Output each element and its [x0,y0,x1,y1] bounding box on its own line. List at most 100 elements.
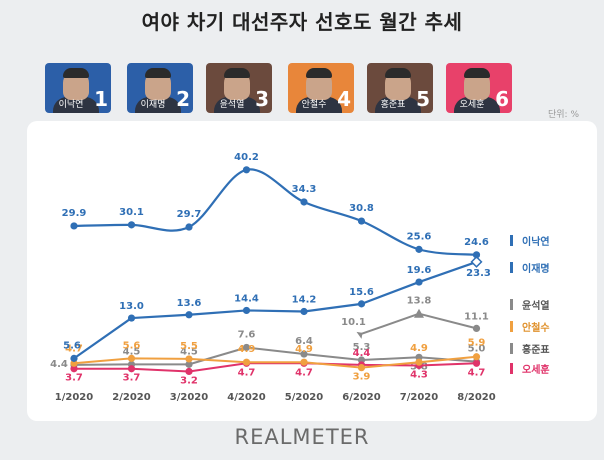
data-label-이낙연: 40.2 [234,152,259,163]
hair-icon [63,68,89,78]
data-label-홍준표: 4.5 [180,346,198,357]
data-label-안철수: 5.5 [180,341,198,352]
series-point-이재명 [242,306,251,315]
data-label-이재명: 13.0 [119,301,144,312]
legend-label: 오세훈 [522,363,550,376]
series-point-홍준표 [300,350,308,358]
data-label-이재명: 13.6 [177,298,202,309]
series-point-홍준표 [185,360,193,368]
data-label-이재명: 19.6 [407,265,432,276]
data-label-안철수: 4.9 [410,343,428,354]
series-point-이낙연 [127,221,136,229]
data-label-오세훈: 4.7 [295,367,313,378]
series-point-이낙연 [70,222,78,230]
x-tick-label: 1/2020 [55,392,93,403]
candidate-number: 3 [255,87,269,111]
candidate-name: 이재명 [140,100,166,110]
series-point-오세훈 [185,367,193,376]
portrait-icon [375,97,421,113]
legend-label: 윤석열 [522,299,550,312]
candidate-name: 홍준표 [380,100,406,110]
data-label-이낙연: 34.3 [292,184,317,195]
x-tick-label: 7/2020 [400,392,438,403]
series-line-이낙연 [73,168,477,256]
series-point-안철수 [472,353,481,361]
data-label-홍준표: 4.5 [123,346,141,357]
data-label-홍준표: 4.4 [50,359,68,370]
series-point-안철수 [415,358,423,366]
candidate-card: 오세훈 6 [446,63,512,113]
data-label-윤석열: 11.1 [464,311,489,322]
series-point-이재명 [415,278,423,286]
candidate-name: 안철수 [301,100,327,110]
data-label-홍준표: 7.6 [238,329,256,340]
data-label-이낙연: 24.6 [464,237,489,248]
data-label-오세훈: 4.3 [410,369,428,380]
x-tick-label: 5/2020 [285,392,323,403]
series-marker-윤석열 [414,308,424,318]
portrait-icon [53,97,99,113]
legend-swatch [510,363,513,374]
legend-label: 이재명 [522,262,550,275]
portrait-icon [454,97,500,113]
series-point-홍준표 [242,343,251,352]
candidate-name: 오세훈 [459,100,485,110]
series-point-이재명 [70,354,78,362]
data-label-오세훈: 3.7 [65,373,83,384]
data-label-오세훈: 3.7 [123,373,141,384]
data-label-이재명: 14.2 [292,295,317,306]
data-label-이낙연: 29.9 [62,208,87,219]
data-label-이재명: 15.6 [349,287,374,298]
realmeter-logo: REALMETER [234,425,370,449]
series-point-이재명 [357,300,366,308]
portrait-icon [135,97,181,113]
candidate-number: 2 [176,87,190,111]
series-point-이낙연 [472,251,481,259]
series-line-오세훈 [74,362,477,373]
data-label-안철수: 4.9 [238,344,256,355]
data-label-홍준표: 6.4 [295,336,313,347]
x-tick-label: 4/2020 [227,392,265,403]
data-label-이재명: 23.3 [466,268,491,279]
candidate-card: 홍준표 5 [367,63,433,113]
series-point-이낙연 [242,166,251,174]
data-label-안철수: 4.9 [295,344,313,355]
series-point-이재명 [127,314,136,322]
data-label-이재명: 14.4 [234,293,259,304]
series-point-안철수 [185,355,193,363]
series-point-윤석열 [472,324,481,333]
candidate-card: 윤석열 3 [206,63,272,113]
series-point-이낙연 [300,198,308,206]
data-label-안철수: 5.9 [468,338,486,349]
unit-label: 단위: % [548,110,580,120]
series-point-안철수 [127,354,136,362]
series-line-홍준표 [73,346,477,366]
series-point-이재명 [300,307,308,316]
legend-label: 이낙연 [522,235,550,248]
series-point-이재명 [185,311,193,319]
portrait-icon [296,97,342,113]
series-arrow-윤석열 [356,331,363,339]
series-point-오세훈 [127,365,136,373]
candidate-card: 안철수 4 [288,63,354,113]
series-marker-이재명 [470,255,483,268]
x-tick-label: 8/2020 [457,392,495,403]
legend-label: 안철수 [522,321,550,334]
hair-icon [224,68,250,78]
series-point-오세훈 [70,365,78,373]
data-label-홍준표: 5.3 [353,342,371,353]
candidate-number: 6 [495,87,509,111]
candidate-card: 이낙연 1 [45,63,111,113]
chart-title: 여야 차기 대선주자 선호도 월간 추세 [141,10,463,34]
x-tick-label: 2/2020 [112,392,150,403]
legend-label: 홍준표 [522,343,550,356]
candidate-number: 5 [416,87,430,111]
data-label-오세훈: 4.4 [353,348,371,359]
data-label-오세훈: 4.7 [468,367,486,378]
data-label-이낙연: 30.8 [349,203,374,214]
series-point-이낙연 [415,245,423,253]
data-label-오세훈: 3.2 [180,375,198,386]
series-point-안철수 [300,358,308,366]
hair-icon [306,68,332,78]
